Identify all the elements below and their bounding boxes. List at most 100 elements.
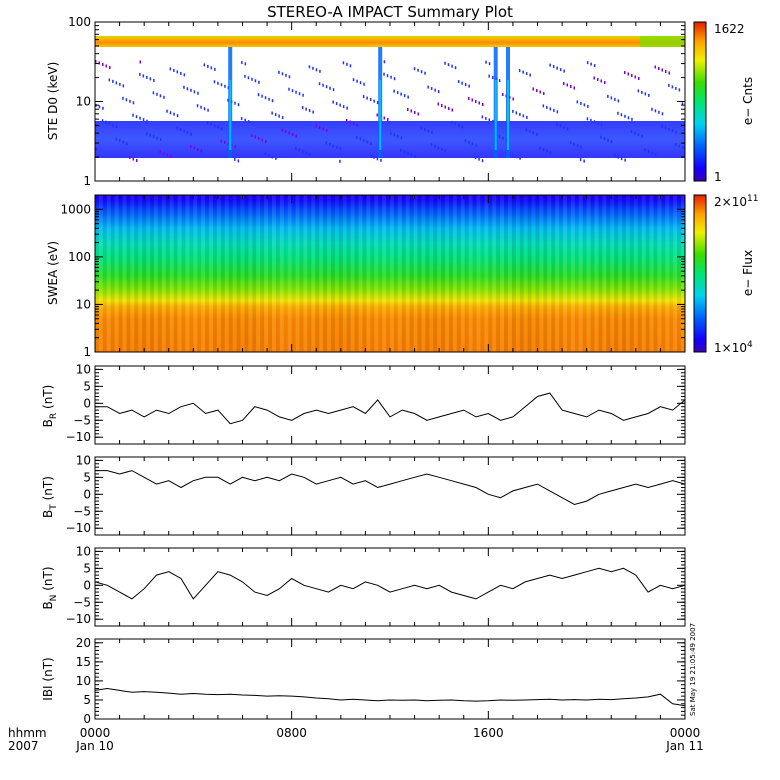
ste-speckle-mark [471, 98, 473, 102]
swea-texture-strip [248, 195, 253, 352]
swea-texture-strip [649, 195, 654, 352]
ste-speckle-mark [108, 78, 111, 82]
ste-colorbar-min: 1 [714, 170, 722, 184]
swea-texture-strip [633, 195, 638, 352]
time-tick-label: 0800 [276, 726, 307, 740]
ste-speckle-mark [569, 141, 572, 145]
swea-texture-strip [98, 195, 103, 352]
swea-texture-strip [354, 195, 359, 352]
bt-series-line [95, 470, 686, 506]
ste-speckle-mark [661, 68, 663, 72]
ste-speckle-mark [471, 142, 474, 146]
ste-speckle-mark [651, 107, 653, 111]
ste-speckle-mark [132, 101, 135, 105]
swea-texture-strip [181, 195, 186, 352]
ste-speckle-mark [525, 72, 528, 76]
ste-speckle-mark [193, 146, 195, 150]
swea-texture-strip [138, 195, 143, 352]
ste-speckle-mark [339, 147, 342, 151]
time-axis-year: 2007 [8, 739, 39, 753]
ste-speckle-mark [170, 155, 172, 158]
ste-speckle-mark [526, 115, 528, 119]
y-tick-label: 5 [83, 561, 91, 575]
ste-speckle-mark [102, 63, 104, 66]
swea-texture-strip [555, 195, 560, 352]
ste-speckle-mark [197, 148, 199, 151]
ste-speckle-mark [264, 96, 267, 100]
swea-texture-strip [460, 195, 465, 352]
ste-speckle-mark [403, 94, 406, 98]
ste-speckle-mark [559, 124, 562, 128]
ste-speckle-mark [444, 61, 446, 65]
ste-speckle-mark [315, 68, 318, 72]
bmag-frame [94, 638, 686, 720]
ste-speckle-mark [112, 123, 114, 127]
ste-speckle-mark [600, 135, 602, 139]
ste-speckle-mark [281, 116, 284, 120]
ste-speckle-mark [183, 85, 185, 89]
swea-texture-strip [405, 195, 410, 352]
ste-speckle-mark [200, 105, 202, 109]
swea-texture-strip [205, 195, 209, 352]
swea-texture-strip [275, 195, 280, 352]
swea-texture-strip [441, 195, 445, 352]
swea-texture-strip [362, 195, 367, 352]
ste-speckle-mark [193, 90, 196, 94]
y-tick-label: 10 [76, 544, 91, 558]
timestamp-stamp: Sat May 19 21:05:49 2007 [689, 623, 697, 716]
ste-speckle-mark [658, 67, 660, 70]
ste-speckle-mark [607, 138, 609, 142]
figure-title: STEREO-A IMPACT Summary Plot [267, 3, 513, 21]
ste-speckle-mark [491, 76, 494, 80]
ste-speckle-mark [136, 159, 138, 162]
swea-texture-strip [397, 195, 402, 352]
ste-speckle-mark [200, 149, 202, 153]
swea-texture-strip [452, 195, 457, 352]
swea-axis: 1 10 100 1000 [60, 194, 685, 359]
ste-speckle-mark [447, 63, 450, 67]
y-tick-label: 100 [68, 15, 91, 29]
swea-texture-strip [193, 195, 198, 352]
ste-speckle-mark [105, 64, 107, 68]
swea-texture-strip [323, 195, 327, 352]
ste-speckle-mark [122, 140, 124, 144]
ste-speckle-mark [488, 74, 490, 78]
ste-speckle-mark [247, 76, 250, 80]
ste-speckle-mark [587, 104, 589, 108]
swea-texture-strip [334, 195, 339, 352]
swea-texture-strip [527, 195, 532, 352]
ste-speckle-mark [122, 84, 125, 88]
ste-speckle-mark [424, 127, 426, 131]
ste-speckle-mark [512, 109, 514, 113]
ste-speckle-mark [546, 149, 548, 153]
ste-speckle-mark [339, 159, 341, 163]
ste-speckle-mark [451, 108, 453, 112]
ste-speckle-mark [559, 68, 562, 72]
swea-texture-strip [287, 195, 292, 352]
swea-texture-strip [449, 195, 453, 352]
ste-speckle-mark [224, 141, 226, 144]
swea-texture-strip [563, 195, 567, 352]
ste-speckle-mark [285, 130, 287, 133]
ste-speckle-mark [234, 101, 236, 105]
ste-speckle-mark [478, 157, 480, 161]
y-tick-label: 20 [76, 636, 91, 650]
ste-speckle-mark [464, 83, 467, 87]
swea-texture-strip [260, 195, 265, 352]
ste-ylabel: STE D0 (keV) [46, 62, 60, 141]
swea-texture-strip [476, 195, 481, 352]
swea-texture-strip [331, 195, 335, 352]
ste-speckle-mark [309, 152, 311, 156]
ste-high-energy-band [95, 36, 685, 47]
ste-speckle-mark [291, 89, 294, 93]
ste-speckle-mark [108, 122, 111, 126]
ste-speckle-mark [332, 144, 335, 148]
swea-texture-strip [535, 195, 540, 352]
y-tick-label: 0 [83, 396, 91, 410]
swea-texture-strip [134, 195, 139, 352]
swea-texture-strip [291, 195, 296, 352]
swea-texture-strip [590, 195, 595, 352]
swea-texture-strip [523, 195, 528, 352]
ste-speckle-mark [370, 141, 372, 145]
ste-speckle-mark [475, 100, 477, 103]
